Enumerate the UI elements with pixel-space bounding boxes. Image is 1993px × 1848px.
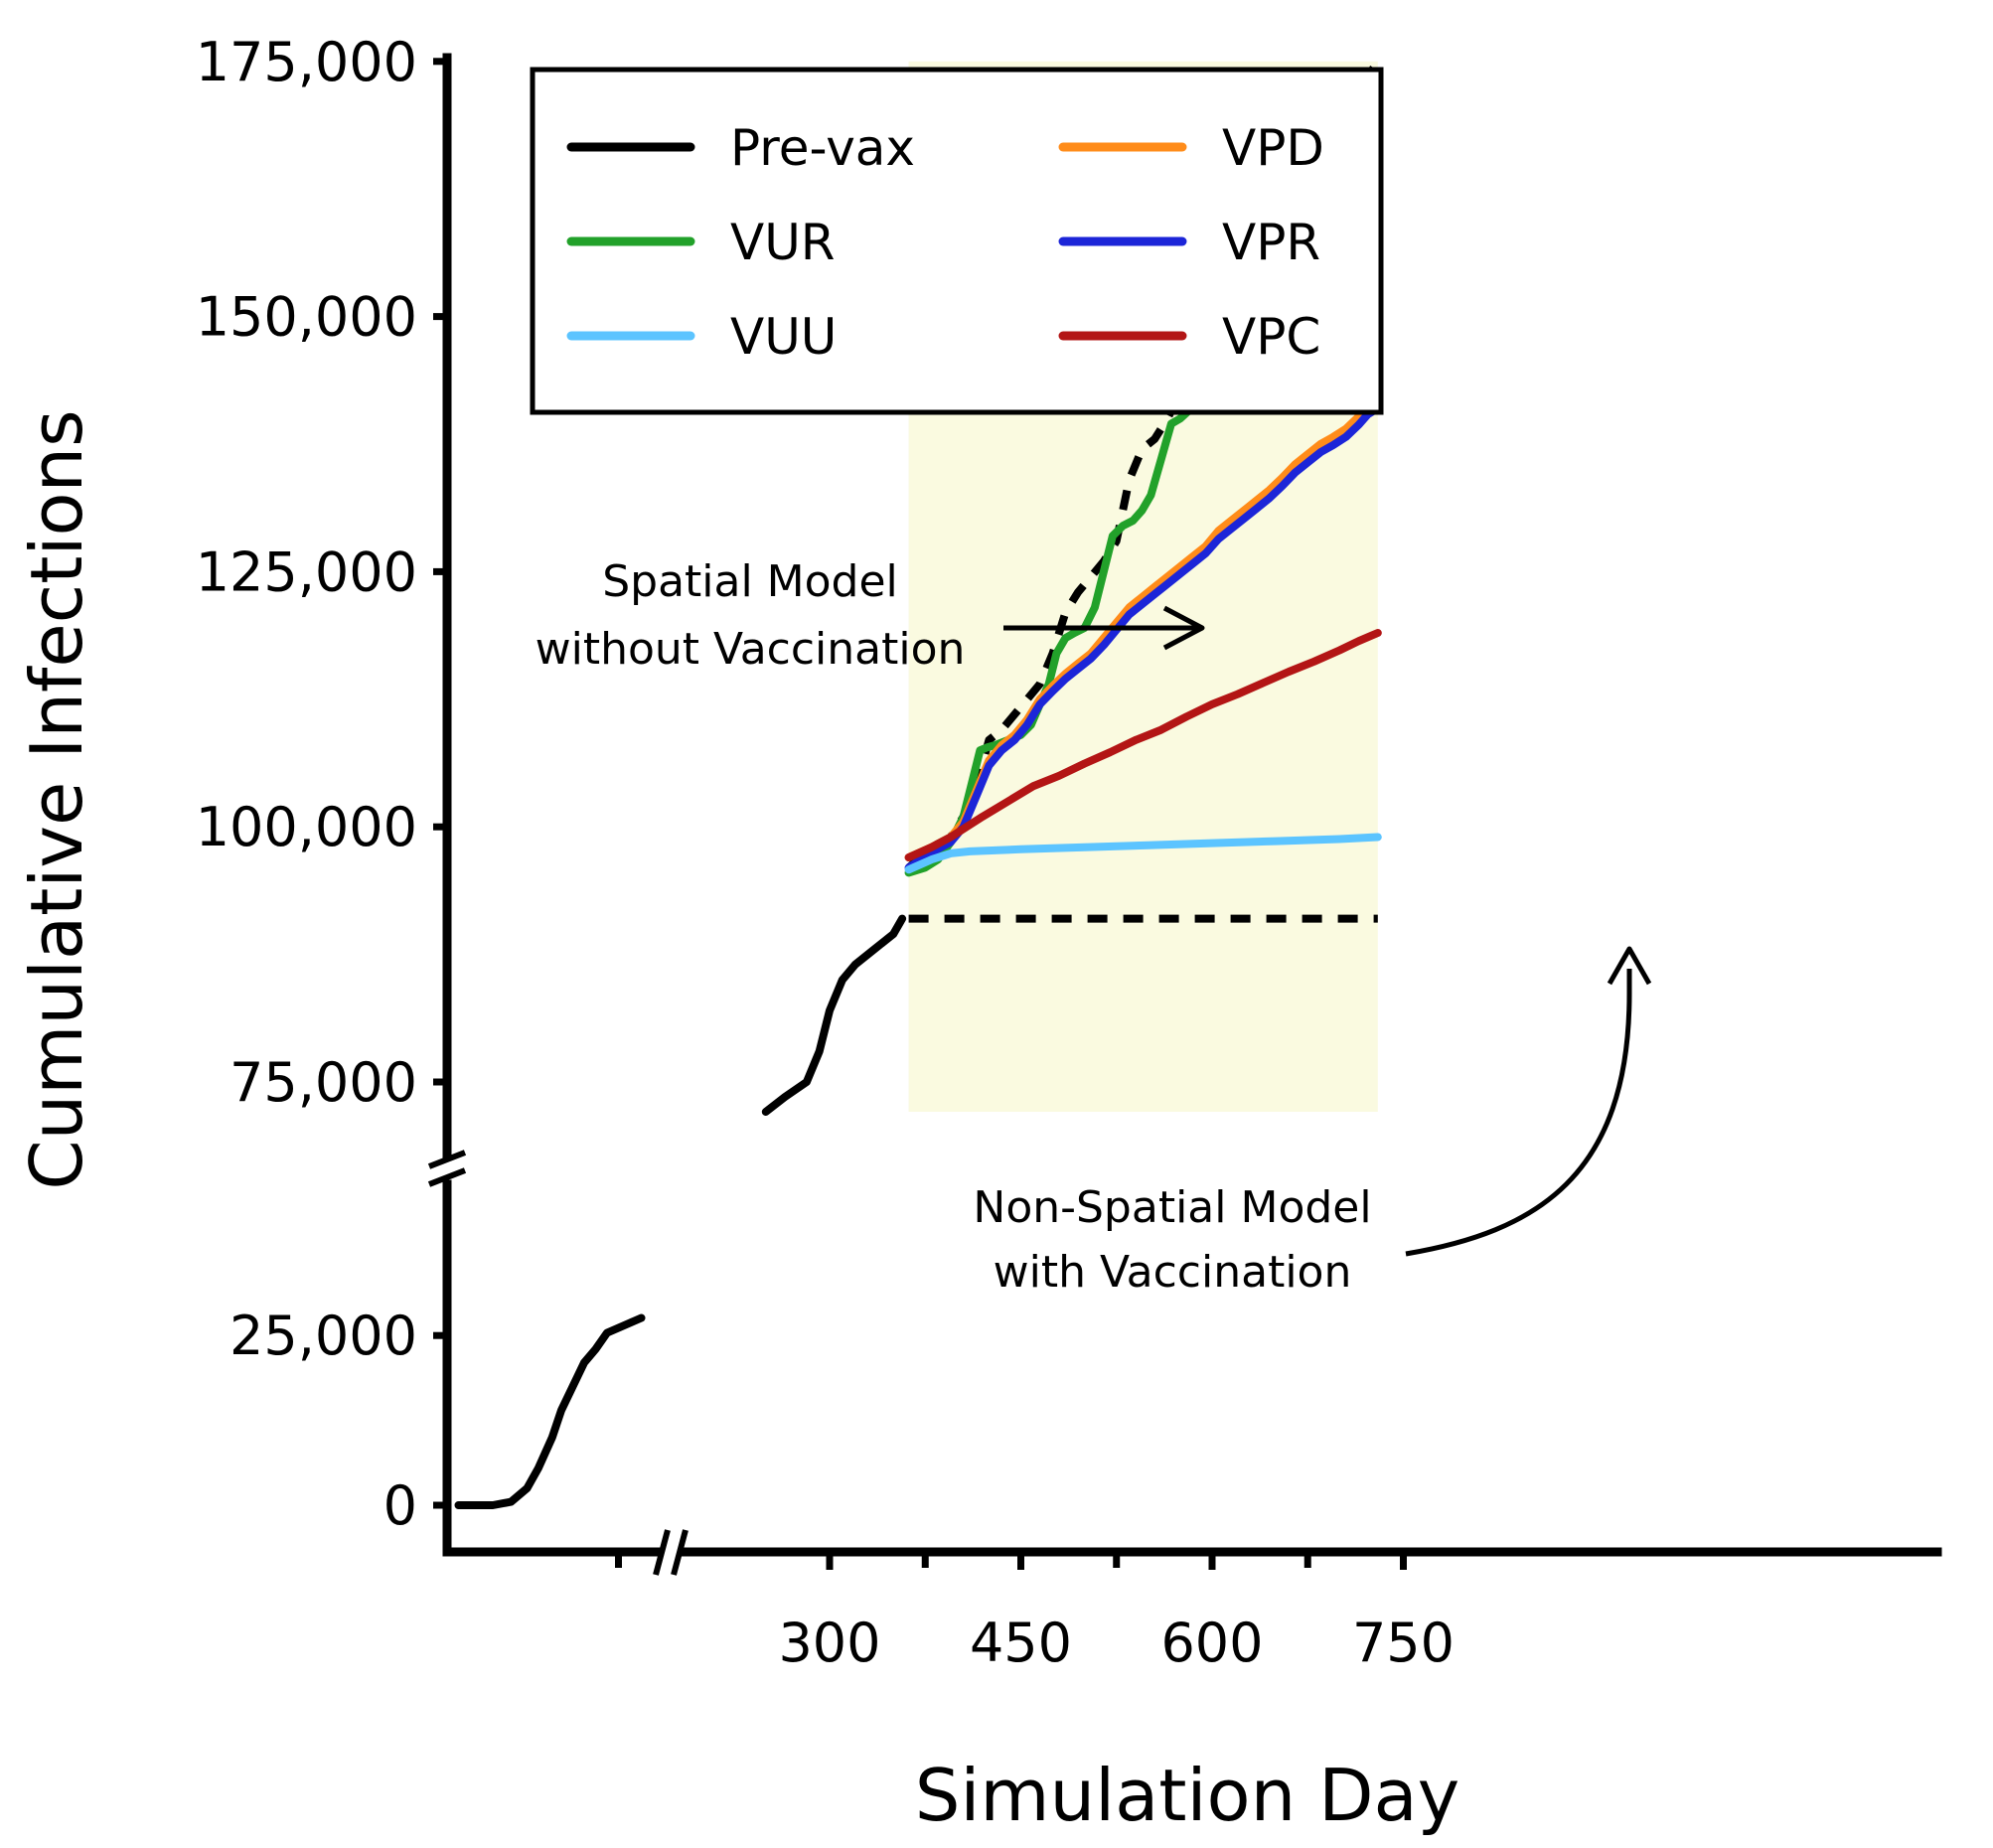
x-axis-break-mark bbox=[671, 1529, 689, 1576]
legend-label-vpc: VPC bbox=[1222, 308, 1320, 366]
x-tick-label: 450 bbox=[970, 1612, 1072, 1674]
legend: Pre-vax VPD VUR VPR VUU VPC bbox=[530, 67, 1384, 415]
x-axis-break-mark bbox=[653, 1529, 671, 1576]
series-pre-vax bbox=[454, 1313, 646, 1509]
annotation-nonspatial-arrow bbox=[1405, 969, 1632, 1257]
y-tick-label: 175,000 bbox=[196, 31, 417, 93]
y-tick-label: 100,000 bbox=[196, 796, 417, 858]
y-tick-label: 75,000 bbox=[230, 1051, 417, 1114]
legend-label-pre-vax: Pre-vax bbox=[730, 119, 915, 177]
y-tick-label: 0 bbox=[383, 1474, 417, 1537]
y-tick-label: 25,000 bbox=[230, 1305, 417, 1367]
series-pre-vax-continued bbox=[761, 914, 907, 1116]
ticks-layer: 0 25,000 75,000 100,000 125,000 150,000 175,00… bbox=[196, 31, 1455, 1674]
y-tick-label: 150,000 bbox=[196, 286, 417, 349]
series-vpc bbox=[904, 629, 1382, 861]
x-tick-label: 300 bbox=[778, 1612, 880, 1674]
legend-label-vuu: VUU bbox=[730, 308, 837, 366]
x-axis-title: Simulation Day bbox=[915, 1754, 1460, 1837]
series-vpd bbox=[904, 395, 1382, 861]
annotation-nonspatial-arrowhead bbox=[1607, 946, 1652, 986]
annotations-layer: Spatial Model without Vaccination Non-Spat… bbox=[536, 556, 1652, 1298]
annotation-spatial-line: without Vaccination bbox=[536, 624, 966, 675]
annotation-nonspatial-line: with Vaccination bbox=[994, 1247, 1352, 1298]
legend-label-vur: VUR bbox=[730, 214, 836, 271]
x-tick-label: 750 bbox=[1352, 1612, 1455, 1674]
y-axis-break-mark bbox=[427, 1167, 467, 1187]
x-tick-label: 600 bbox=[1160, 1612, 1263, 1674]
annotation-nonspatial-line: Non-Spatial Model bbox=[973, 1182, 1371, 1233]
series-vuu bbox=[904, 833, 1382, 874]
y-tick-label: 125,000 bbox=[196, 540, 417, 603]
annotation-spatial-arrowhead bbox=[1162, 605, 1205, 651]
legend-box bbox=[530, 67, 1384, 415]
series-vpr bbox=[904, 404, 1382, 872]
legend-label-vpd: VPD bbox=[1222, 119, 1324, 177]
legend-label-vpr: VPR bbox=[1222, 214, 1320, 271]
y-axis-title: Cumulative Infections bbox=[15, 409, 98, 1189]
annotation-spatial-line: Spatial Model bbox=[602, 556, 898, 607]
y-axis-break-mark bbox=[427, 1150, 467, 1169]
